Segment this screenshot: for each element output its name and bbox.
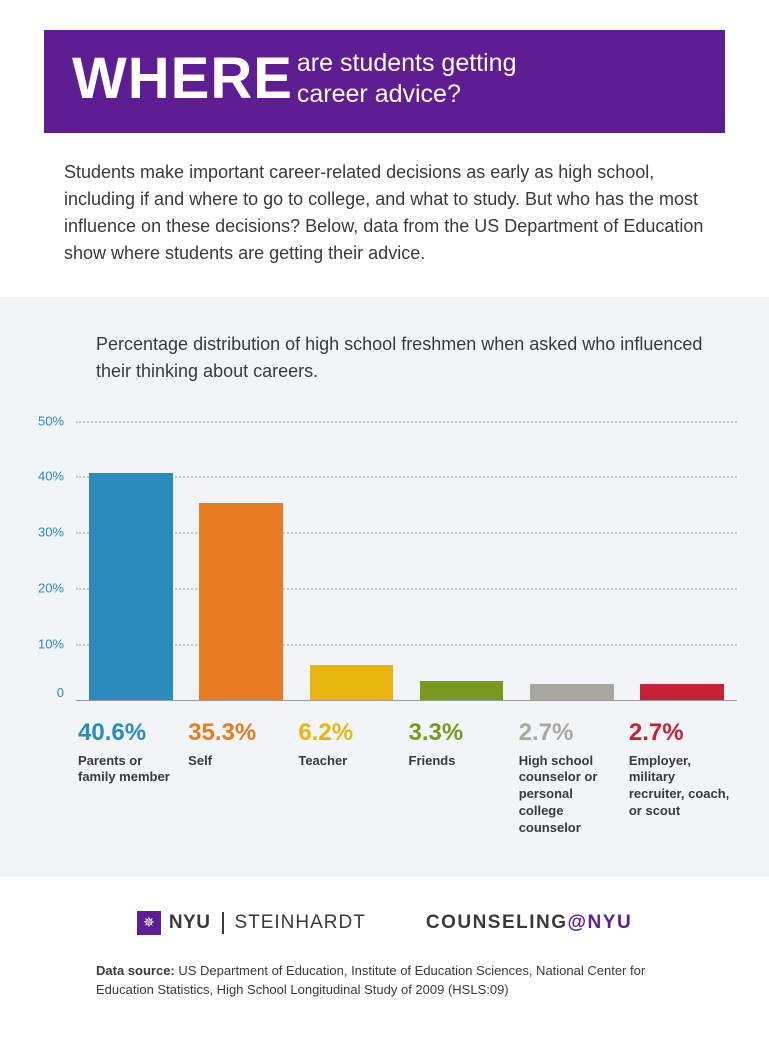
x-axis-labels: 40.6% Parents or family member 35.3% Self 6.… [76, 719, 737, 837]
category-label: 2.7% Employer, military recruiter, coach,… [627, 719, 737, 837]
bar-slot [76, 421, 186, 700]
bar-slot [296, 421, 406, 700]
infographic-page: WHERE are students gettingcareer advice?… [0, 0, 769, 1040]
at-nyu-text: @NYU [568, 912, 633, 933]
data-source-label: Data source: [96, 963, 175, 978]
y-tick-label: 0 [16, 685, 64, 700]
category-label: 35.3% Self [186, 719, 296, 837]
category-name: Employer, military recruiter, coach, or … [629, 753, 731, 821]
category-percent: 2.7% [519, 719, 621, 747]
nyu-text: NYU [169, 912, 211, 934]
category-label: 3.3% Friends [407, 719, 517, 837]
intro-paragraph: Students make important career-related d… [64, 159, 705, 267]
data-source-text: US Department of Education, Institute of… [96, 963, 645, 998]
title-where: WHERE [72, 50, 293, 108]
y-tick-label: 40% [16, 469, 64, 484]
steinhardt-text: STEINHARDT [222, 912, 365, 934]
y-tick-label: 20% [16, 580, 64, 595]
category-percent: 3.3% [409, 719, 511, 747]
title-banner: WHERE are students gettingcareer advice? [44, 30, 725, 133]
logo-row: ✵ NYU STEINHARDT COUNSELING@NYU [0, 911, 769, 935]
bar-slot [407, 421, 517, 700]
y-tick-label: 30% [16, 525, 64, 540]
bar [530, 684, 614, 699]
counseling-text: COUNSELING [426, 912, 568, 933]
category-percent: 2.7% [629, 719, 731, 747]
category-percent: 35.3% [188, 719, 290, 747]
category-name: High school counselor or personal colleg… [519, 753, 621, 837]
category-label: 6.2% Teacher [296, 719, 406, 837]
bar [199, 503, 283, 700]
category-name: Self [188, 753, 290, 770]
y-tick-label: 50% [16, 413, 64, 428]
bar-chart: 010%20%30%40%50% 40.6% Parents or family … [16, 421, 737, 837]
category-percent: 40.6% [78, 719, 180, 747]
torch-icon: ✵ [137, 911, 161, 935]
bars-container [76, 421, 737, 700]
category-name: Friends [409, 753, 511, 770]
chart-caption: Percentage distribution of high school f… [96, 331, 705, 385]
category-percent: 6.2% [298, 719, 400, 747]
bar-slot [517, 421, 627, 700]
bar [310, 665, 394, 700]
nyu-steinhardt-logo: ✵ NYU STEINHARDT [137, 911, 366, 935]
bar-slot [186, 421, 296, 700]
category-name: Teacher [298, 753, 400, 770]
title-subline: are students gettingcareer advice? [297, 48, 517, 111]
category-name: Parents or family member [78, 753, 180, 787]
plot-area: 010%20%30%40%50% [76, 421, 737, 701]
bar [420, 681, 504, 699]
chart-panel: Percentage distribution of high school f… [0, 297, 769, 877]
bar-slot [627, 421, 737, 700]
bar [640, 684, 724, 699]
category-label: 40.6% Parents or family member [76, 719, 186, 837]
y-tick-label: 10% [16, 636, 64, 651]
data-source: Data source: US Department of Education,… [96, 961, 673, 1000]
counseling-nyu-logo: COUNSELING@NYU [426, 912, 632, 934]
category-label: 2.7% High school counselor or personal co… [517, 719, 627, 837]
bar [89, 473, 173, 700]
